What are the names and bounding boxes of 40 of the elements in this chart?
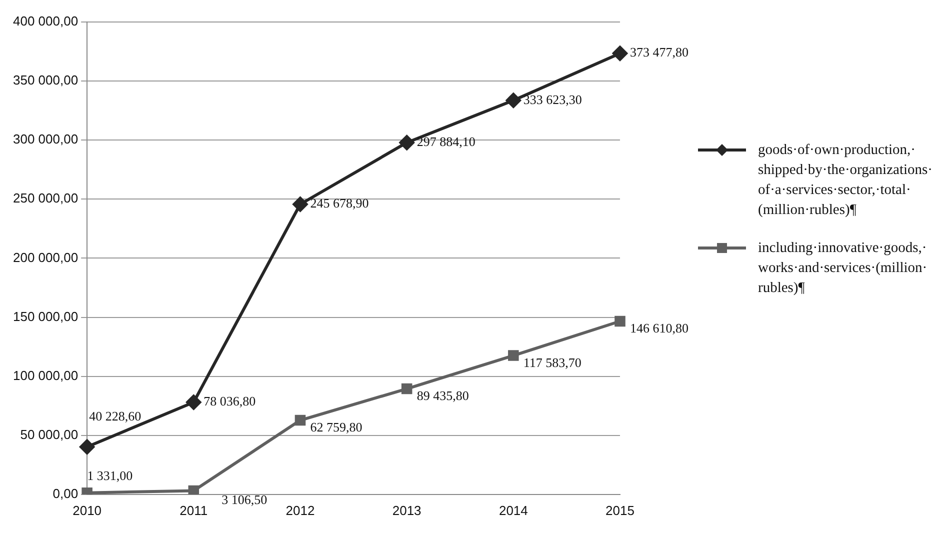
y-tick-label: 300 000,00 xyxy=(12,132,78,147)
data-label: 373 477,80 xyxy=(630,44,688,60)
point xyxy=(188,485,200,494)
x-tick-label: 2010 xyxy=(72,502,102,518)
data-label: 78 036,80 xyxy=(204,394,256,409)
x-tick-label: 2015 xyxy=(606,502,634,518)
y-tick-label: 100 000,00 xyxy=(12,368,78,383)
y-tick-label: 0,00 xyxy=(52,486,78,501)
data-label: 146 610,80 xyxy=(630,320,688,336)
data-label: 297 884,10 xyxy=(416,134,476,150)
point xyxy=(508,350,519,361)
point xyxy=(399,135,414,150)
y-tick-label: 50 000,00 xyxy=(20,426,78,442)
data-label: 62 759,80 xyxy=(310,420,362,435)
x-tick-label: 2012 xyxy=(286,502,315,518)
y-tick-label: 200 000,00 xyxy=(12,250,78,265)
y-tick-label: 150 000,00 xyxy=(12,308,78,324)
data-label: 245 678,90 xyxy=(310,196,369,211)
x-tick-label: 2011 xyxy=(180,502,208,518)
legend-label: goods·of·own·production,·shipped·by·the·organizations·of·a·services·sector,·total·(million·rubles)¶ xyxy=(758,142,932,218)
data-label: 117 583,70 xyxy=(523,354,582,370)
point xyxy=(80,439,95,454)
point xyxy=(506,92,521,108)
y-tick-label: 400 000,00 xyxy=(12,14,78,29)
x-tick-label: 2013 xyxy=(392,502,422,518)
y-tick-label: 350 000,00 xyxy=(12,72,78,88)
data-label: 89 435,80 xyxy=(416,388,469,404)
point xyxy=(612,46,628,61)
data-label: 40 228,60 xyxy=(89,408,142,424)
point xyxy=(294,414,306,426)
data-label: 3 106,50 xyxy=(222,492,268,508)
point xyxy=(186,394,202,410)
x-tick-label: 2014 xyxy=(498,502,528,518)
data-label: 1 331,00 xyxy=(87,468,133,484)
point xyxy=(614,316,626,327)
y-tick-label: 250 000,00 xyxy=(12,190,78,206)
legend-label: including·innovative·goods,·works·and·services·(million·rubles)¶ xyxy=(758,240,928,296)
point xyxy=(401,383,412,394)
point xyxy=(292,196,308,212)
data-label: 333 623,30 xyxy=(523,92,582,107)
